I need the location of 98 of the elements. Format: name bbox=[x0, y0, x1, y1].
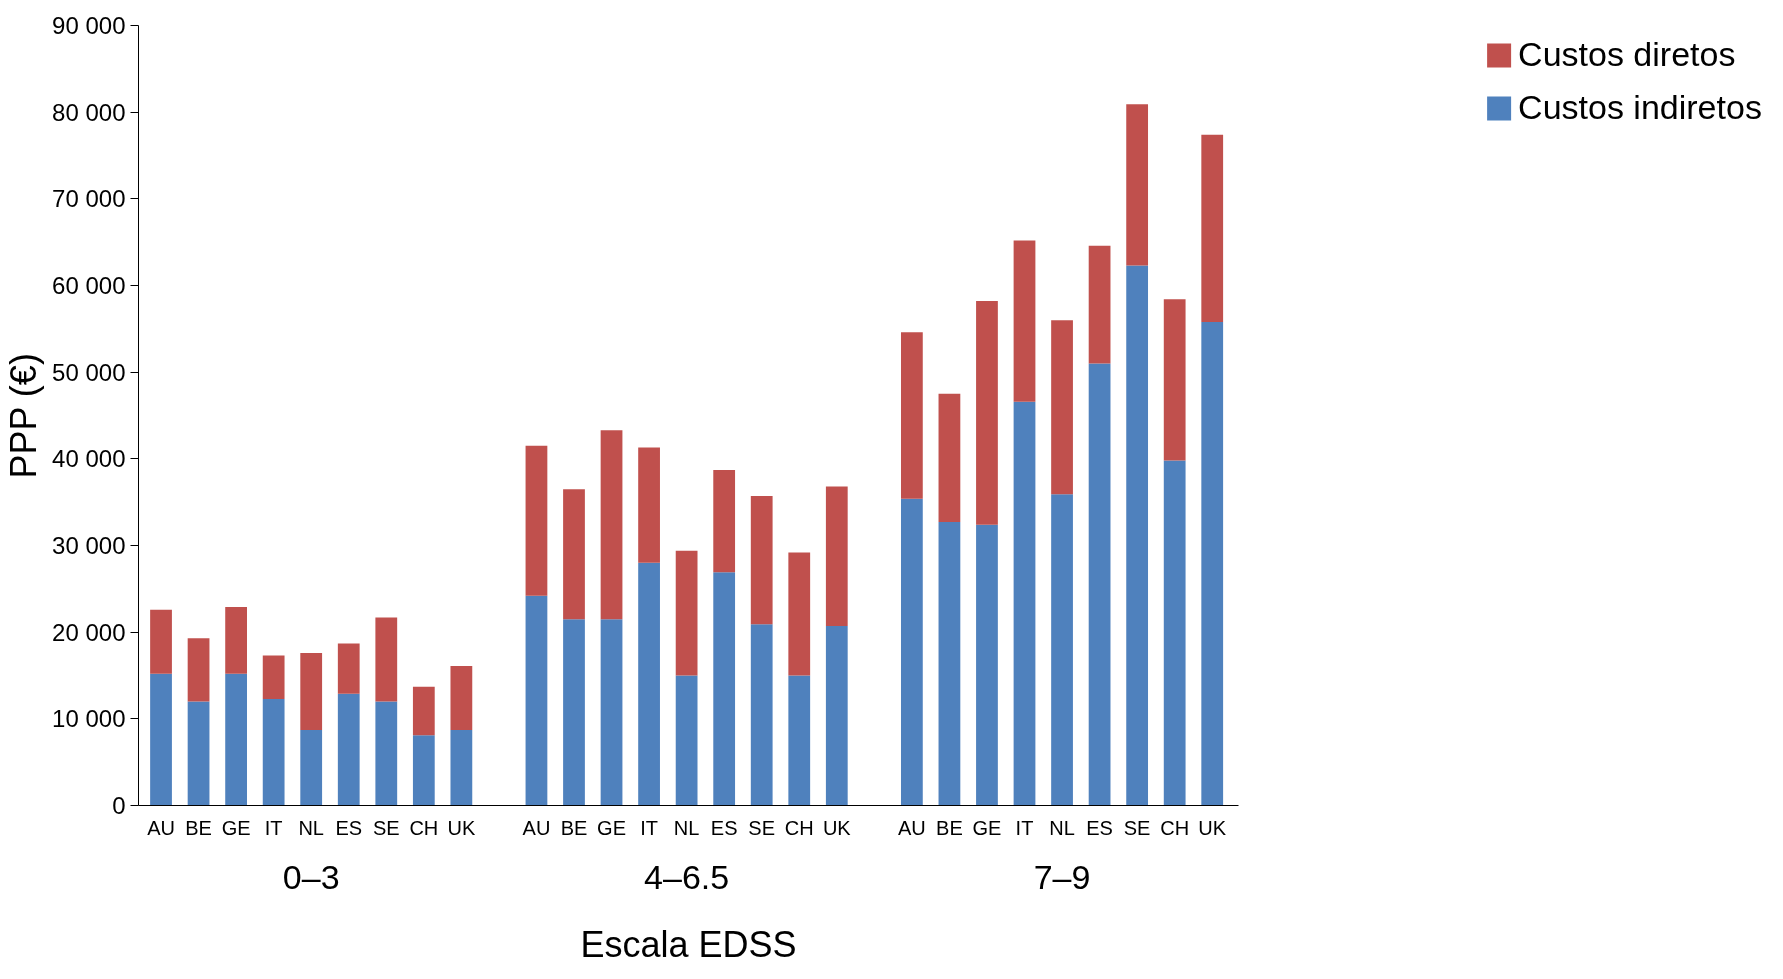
bar bbox=[262, 698, 285, 806]
x-tick-label: UK bbox=[822, 816, 852, 839]
bar bbox=[450, 730, 473, 806]
x-tick-label: GE bbox=[972, 816, 1002, 839]
bar bbox=[825, 626, 848, 806]
bar bbox=[1201, 321, 1224, 806]
bar bbox=[788, 675, 811, 806]
bar bbox=[788, 552, 811, 676]
x-tick-label: UK bbox=[1198, 816, 1227, 839]
y-tick-label: 70 000 bbox=[52, 185, 126, 213]
bar bbox=[900, 498, 923, 806]
x-tick-label: ES bbox=[1086, 816, 1113, 839]
bar bbox=[187, 701, 210, 806]
x-tick-label: BE bbox=[185, 816, 212, 839]
y-tick-label: 80 000 bbox=[52, 98, 126, 126]
text: 0–3 bbox=[282, 857, 340, 896]
x-tick-label: BE bbox=[936, 816, 963, 839]
bar bbox=[337, 643, 360, 694]
x-axis-title: Escala EDSS bbox=[580, 923, 797, 965]
bar bbox=[225, 607, 247, 674]
bar bbox=[825, 486, 848, 627]
bar bbox=[150, 673, 172, 806]
x-tick-label: AU bbox=[897, 816, 926, 839]
bar bbox=[187, 638, 210, 702]
bar bbox=[1126, 265, 1149, 806]
bar bbox=[713, 470, 736, 573]
bar bbox=[1201, 134, 1224, 322]
bar bbox=[1163, 460, 1186, 806]
text: 7–9 bbox=[1033, 857, 1091, 896]
x-tick-label: NL bbox=[298, 816, 324, 839]
x-tick-label: CH bbox=[1160, 816, 1190, 839]
x-tick-label: IT bbox=[640, 816, 658, 839]
y-tick-label: 30 000 bbox=[52, 532, 126, 559]
bar bbox=[1126, 104, 1149, 266]
y-tick-label: 50 000 bbox=[52, 358, 126, 386]
legend-label: Custos indiretos bbox=[1518, 88, 1762, 127]
y-tick-label: 0 bbox=[112, 792, 126, 819]
x-tick-label: ES bbox=[335, 816, 363, 839]
x-tick-label: GE bbox=[221, 816, 251, 839]
x-tick-label: AU bbox=[147, 816, 175, 839]
bar bbox=[337, 693, 360, 806]
x-tick-label: IT bbox=[264, 816, 283, 839]
bar bbox=[1088, 245, 1111, 364]
bar bbox=[750, 496, 773, 625]
bar bbox=[563, 489, 585, 620]
bar bbox=[150, 609, 172, 674]
x-tick-label: CH bbox=[409, 816, 439, 839]
bar bbox=[375, 617, 398, 702]
x-tick-label: GE bbox=[597, 816, 626, 839]
bar bbox=[900, 332, 923, 499]
x-tick-label: UK bbox=[447, 816, 476, 839]
bar bbox=[976, 301, 998, 525]
y-tick-label: 40 000 bbox=[52, 445, 126, 473]
bar bbox=[412, 735, 435, 806]
x-tick-label: CH bbox=[784, 816, 814, 839]
x-tick-label: AU bbox=[522, 816, 551, 839]
x-tick-label: BE bbox=[560, 816, 588, 839]
bar bbox=[525, 445, 548, 596]
bar bbox=[412, 686, 435, 736]
y-tick-label: 60 000 bbox=[52, 272, 126, 299]
bar bbox=[1013, 401, 1036, 806]
x-tick-label: NL bbox=[1049, 816, 1075, 839]
bar bbox=[375, 701, 398, 806]
bar bbox=[262, 655, 285, 699]
bar bbox=[1088, 363, 1111, 806]
bar bbox=[450, 665, 473, 731]
bar bbox=[675, 550, 698, 676]
bar bbox=[938, 393, 961, 523]
x-tick-label: NL bbox=[673, 816, 700, 839]
bar bbox=[525, 595, 548, 806]
x-tick-label: ES bbox=[710, 816, 738, 839]
bar bbox=[938, 522, 961, 806]
legend-label: Custos diretos bbox=[1518, 35, 1736, 74]
bar bbox=[976, 524, 998, 806]
bar bbox=[1051, 494, 1073, 806]
bar bbox=[750, 624, 773, 806]
bar bbox=[600, 430, 623, 620]
bar bbox=[713, 572, 736, 806]
bar bbox=[675, 675, 698, 806]
y-tick-label: 90 000 bbox=[52, 12, 126, 39]
bar bbox=[1163, 299, 1186, 461]
x-tick-label: SE bbox=[748, 816, 776, 839]
x-tick-label: IT bbox=[1015, 816, 1034, 839]
x-tick-label: SE bbox=[372, 816, 400, 839]
bar bbox=[638, 562, 660, 806]
bar bbox=[638, 447, 660, 563]
y-tick-label: 20 000 bbox=[52, 618, 126, 646]
y-tick-label: 10 000 bbox=[52, 705, 126, 733]
bar bbox=[600, 619, 623, 806]
bar bbox=[563, 619, 585, 806]
bar bbox=[1013, 240, 1036, 402]
y-axis-title: PPP (€) bbox=[3, 353, 45, 479]
x-tick-label: SE bbox=[1123, 816, 1151, 839]
bar bbox=[300, 730, 323, 806]
bar bbox=[300, 652, 323, 731]
text: 4–6.5 bbox=[644, 857, 730, 896]
bar bbox=[1051, 320, 1073, 495]
bar bbox=[225, 673, 247, 806]
